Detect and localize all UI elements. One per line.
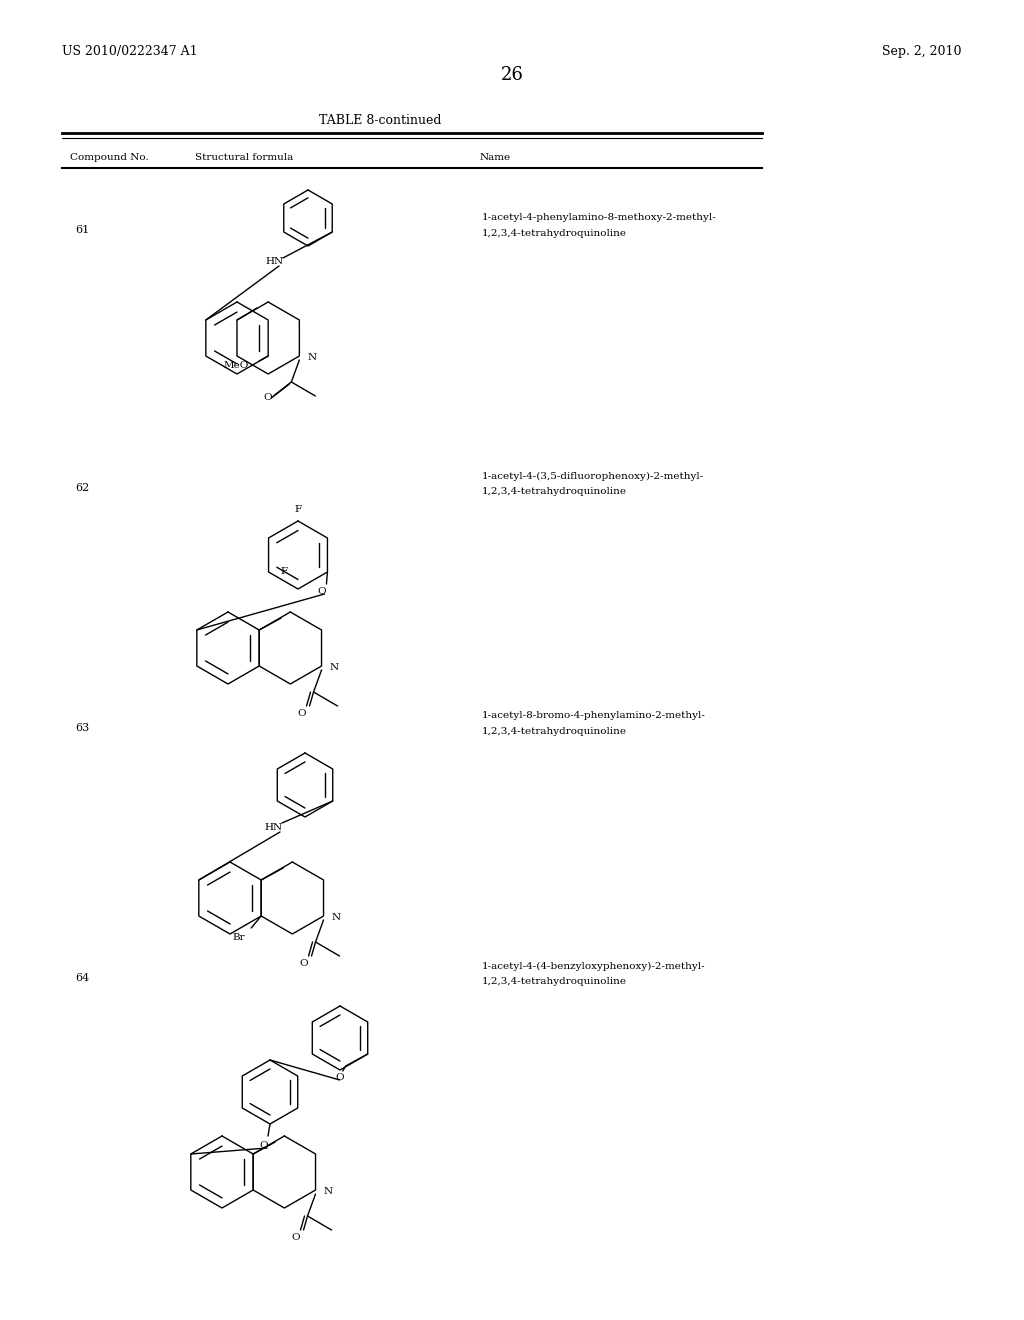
Text: O: O [317, 587, 326, 597]
Text: N: N [332, 913, 341, 923]
Text: F: F [295, 504, 301, 513]
Text: O: O [336, 1073, 344, 1082]
Text: N: N [324, 1188, 333, 1196]
Text: TABLE 8-continued: TABLE 8-continued [318, 114, 441, 127]
Text: 1,2,3,4-tetrahydroquinoline: 1,2,3,4-tetrahydroquinoline [482, 978, 627, 986]
Text: Br: Br [232, 933, 246, 942]
Text: 1,2,3,4-tetrahydroquinoline: 1,2,3,4-tetrahydroquinoline [482, 487, 627, 496]
Text: N: N [307, 354, 316, 363]
Text: 63: 63 [75, 723, 89, 733]
Text: Name: Name [480, 153, 511, 161]
Text: HN: HN [266, 257, 284, 267]
Text: MeO: MeO [223, 362, 249, 371]
Text: O: O [299, 960, 308, 969]
Text: 62: 62 [75, 483, 89, 492]
Text: Sep. 2, 2010: Sep. 2, 2010 [883, 45, 962, 58]
Text: O: O [291, 1233, 300, 1242]
Text: 1-acetyl-8-bromo-4-phenylamino-2-methyl-: 1-acetyl-8-bromo-4-phenylamino-2-methyl- [482, 711, 706, 721]
Text: 1,2,3,4-tetrahydroquinoline: 1,2,3,4-tetrahydroquinoline [482, 727, 627, 737]
Text: HN: HN [265, 824, 283, 833]
Text: 1-acetyl-4-(4-benzyloxyphenoxy)-2-methyl-: 1-acetyl-4-(4-benzyloxyphenoxy)-2-methyl… [482, 961, 706, 970]
Text: 61: 61 [75, 224, 89, 235]
Text: O: O [263, 393, 271, 403]
Text: US 2010/0222347 A1: US 2010/0222347 A1 [62, 45, 198, 58]
Text: 64: 64 [75, 973, 89, 983]
Text: 1,2,3,4-tetrahydroquinoline: 1,2,3,4-tetrahydroquinoline [482, 230, 627, 239]
Text: 26: 26 [501, 66, 523, 84]
Text: Structural formula: Structural formula [195, 153, 293, 161]
Text: 1-acetyl-4-phenylamino-8-methoxy-2-methyl-: 1-acetyl-4-phenylamino-8-methoxy-2-methy… [482, 214, 717, 223]
Text: F: F [281, 568, 288, 577]
Text: O: O [297, 710, 306, 718]
Text: N: N [330, 664, 339, 672]
Text: 1-acetyl-4-(3,5-difluorophenoxy)-2-methyl-: 1-acetyl-4-(3,5-difluorophenoxy)-2-methy… [482, 471, 705, 480]
Text: Compound No.: Compound No. [70, 153, 148, 161]
Text: O: O [260, 1142, 268, 1151]
